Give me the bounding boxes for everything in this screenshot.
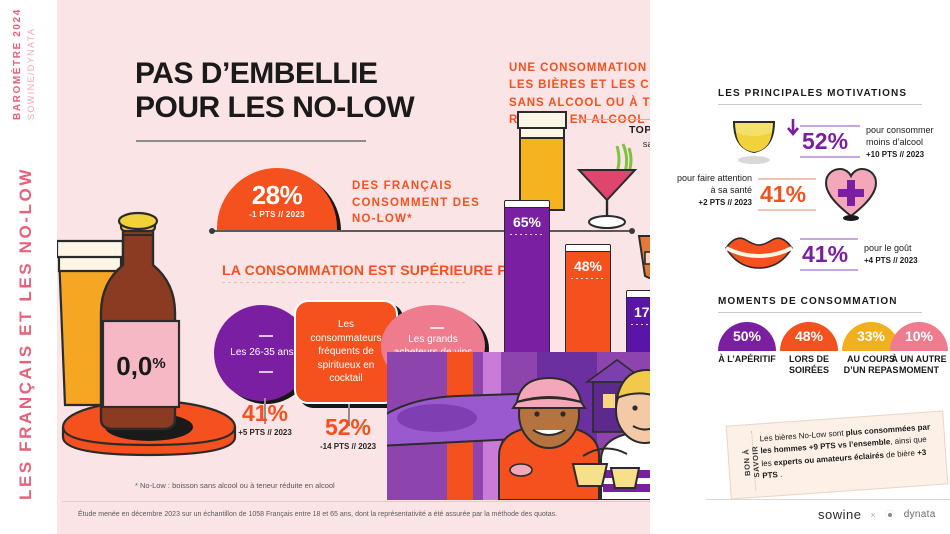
segment-1-dash-top [259,335,273,337]
segment-1-delta: +5 PTS // 2023 [238,428,292,437]
page-title-line2: POUR LES NO-LOW [135,90,415,124]
rail-brand-label: BAROMÈTRE 2024 [12,8,23,120]
moment-2-dome: 48% [780,322,838,351]
footer-divider [62,501,872,502]
arrow-down-icon [787,119,799,137]
bon-a-savoir-text: Les bières No-Low sont plus consommées p… [759,422,931,481]
beer-bottle-illustration: 0,0% [57,211,237,457]
motivation-2-value: 41% [760,181,807,207]
motivation-3-rule-top [800,238,858,240]
dynata-logo: dynata [903,509,936,520]
bar-bieres-divider [509,234,545,235]
segments-heading: LA CONSOMMATION EST SUPÉRIEURE PARMI [222,262,543,278]
motivation-1-delta: +10 PTS // 2023 [866,150,925,160]
motivation-1-rule-bottom [800,156,860,158]
motivation-1-text: pour consommer moins d’alcool [866,125,934,148]
motivation-1-value: 52% [802,128,849,154]
motivation-2-delta: +2 PTS // 2023 [698,198,752,208]
segment-1-label: Les 26-35 ans [230,347,294,359]
moments-heading: MOMENTS DE CONSOMMATION [718,296,898,307]
moment-4-dome: 10% [890,322,948,351]
cocktail-glass-icon [576,143,638,229]
bar-cocktails-divider [570,278,606,279]
moment-1-value: 50% [732,328,762,344]
moment-4-value: 10% [904,328,934,344]
bar-bieres-value: 65% [512,214,542,230]
moment-repas: 33% AU COURS D’UN REPAS [842,322,900,376]
dynata-mark-icon [884,509,895,520]
segment-2-stem [348,404,350,426]
segment-2-label: Les consommateurs fréquents de spiritueu… [310,319,382,385]
segments-heading-rule [222,282,468,283]
title-underline [136,140,366,142]
motivation-3-text-block: pour le goût +4 PTS // 2023 [864,242,948,267]
moments-heading-rule [718,312,922,313]
bar-cocktails-value: 48% [573,258,603,274]
rail-source-label: SOWINE/DYNATA [26,27,36,120]
moment-aperitif: 50% À L’APÉRITIF [718,322,776,365]
footnote: * No-Low : boisson sans alcool ou à tene… [135,481,335,490]
moment-1-label: À L’APÉRITIF [718,354,776,364]
hero-stat-dome: 28% -1 PTS // 2023 [217,168,341,230]
motivation-1-text-block: pour consommer moins d’alcool +10 PTS //… [866,124,948,161]
dome-clip: 28% -1 PTS // 2023 [217,168,341,230]
segment-2-delta: -14 PTS // 2023 [319,442,377,451]
segment-1-dash-bottom [259,371,273,373]
moment-soirees: 48% LORS DE SOIRÉES [780,322,838,376]
logo-separator-icon: × [870,509,876,520]
moment-2-value: 48% [794,328,824,344]
moment-3-label: AU COURS D’UN REPAS [843,354,899,375]
segment-1-stem [264,398,266,424]
page-title-line1: PAS D’EMBELLIE [135,57,378,90]
motivations-heading: LES PRINCIPALES MOTIVATIONS [718,88,908,99]
wine-glass-icon [732,121,776,164]
footer-logos: sowine × dynata [818,507,936,522]
segment-3-dash-top [430,327,444,329]
motivation-3-rule-bottom [800,269,858,271]
moment-autre: 10% À UN AUTRE MOMENT [890,322,948,376]
motivation-2-rule-bottom [758,209,816,211]
segment-2-body: Les consommateurs fréquents de spiritueu… [294,300,398,404]
dome-baseline [209,228,635,234]
motivation-3-value: 41% [802,241,849,267]
page-title: PAS D’EMBELLIE POUR LES NO-LOW [135,57,465,124]
motivation-1-rule-top [800,125,860,127]
bon-a-savoir-box: BON À SAVOIR Les bières No-Low sont plus… [725,410,949,500]
hero-stat-delta: -1 PTS // 2023 [249,210,305,219]
methodology-note: Étude menée en décembre 2023 sur un écha… [78,511,558,518]
heart-plus-icon [824,167,878,221]
moment-4-label: À UN AUTRE MOMENT [891,354,947,375]
bar-spiritueux-divider [631,324,665,325]
motivations-heading-rule [718,104,922,105]
motivation-3-delta: +4 PTS // 2023 [864,256,918,266]
moment-3-value: 33% [856,328,886,344]
logo-divider [706,499,950,500]
motivation-2-text-block: pour faire attention à sa santé +2 PTS /… [670,172,752,209]
moment-1-dome: 50% [718,322,776,351]
rail-vertical-title: LES FRANÇAIS ET LES NO-LOW [16,167,35,500]
moment-2-label: LORS DE SOIRÉES [788,354,829,375]
lips-icon [725,237,793,269]
segment-2-value: 52% [324,414,372,440]
motivation-2-rule-top [758,178,816,180]
bon-a-savoir-tab: BON À SAVOIR [735,430,761,492]
hero-stat-value: 28% [251,180,303,210]
segment-1-value: 41% [241,400,289,426]
sowine-logo: sowine [818,507,862,522]
motivation-2-text: pour faire attention à sa santé [676,173,752,196]
beer-glass-icon [517,111,567,211]
motivation-3-text: pour le goût [864,243,912,253]
hero-stat-caption: DES FRANÇAIS CONSOMMENT DES NO-LOW* [352,180,480,226]
left-rail: BAROMÈTRE 2024 SOWINE/DYNATA LES FRANÇAI… [0,0,57,534]
